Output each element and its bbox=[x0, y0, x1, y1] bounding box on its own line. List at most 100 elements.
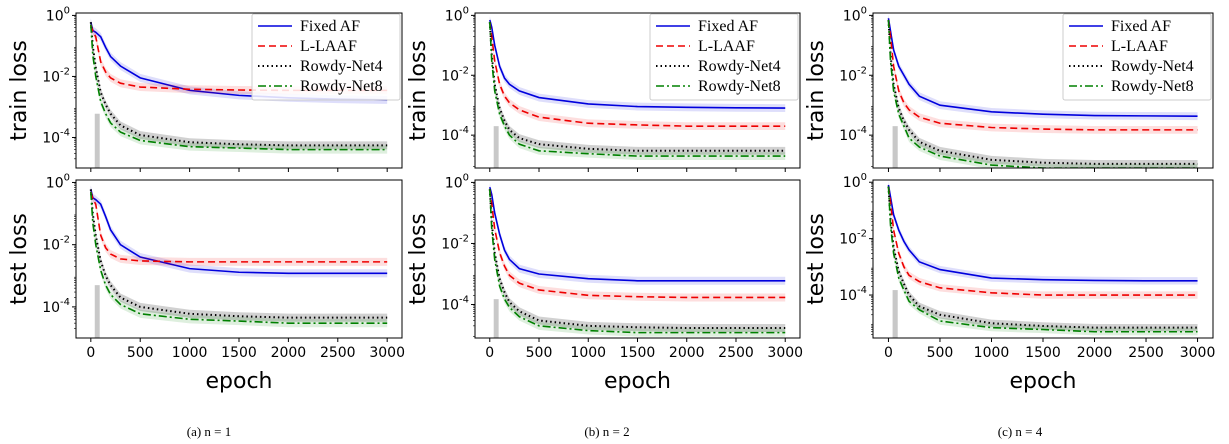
legend-label: L-LAAF bbox=[300, 38, 357, 55]
legend-label: Rowdy-Net8 bbox=[698, 78, 781, 95]
series-line-rowdy-net4 bbox=[89, 22, 388, 147]
series-band-fixed-af bbox=[90, 18, 388, 104]
early-epoch-bar bbox=[94, 113, 100, 168]
series-band-rowdy-net8 bbox=[489, 18, 786, 160]
series-line-rowdy-net4 bbox=[89, 189, 388, 319]
y-tick-label: 10-2 bbox=[42, 66, 70, 85]
y-tick-label: 100 bbox=[445, 5, 469, 24]
legend: Fixed AF L-LAAF Rowdy-Net4 Rowdy-Net8 bbox=[649, 13, 799, 101]
legend-label: L-LAAF bbox=[698, 38, 755, 55]
y-tick-label: 10-4 bbox=[441, 295, 469, 314]
x-axis-label: epoch bbox=[206, 369, 273, 394]
x-tick-label: 3000 bbox=[1180, 345, 1216, 361]
series-band-rowdy-net4 bbox=[489, 185, 786, 332]
series-line-l-laaf bbox=[488, 189, 786, 299]
series-line-fixed-af bbox=[488, 186, 786, 282]
legend-label: Rowdy-Net4 bbox=[1111, 58, 1194, 75]
x-tick-label: 500 bbox=[127, 345, 154, 361]
legend-label: Fixed AF bbox=[300, 18, 360, 35]
series-line-l-laaf bbox=[887, 186, 1198, 296]
y-axis-label: test loss bbox=[7, 213, 32, 305]
x-axis-label: epoch bbox=[1010, 369, 1077, 394]
series-band-l-laaf bbox=[90, 187, 388, 266]
y-tick-label: 10-2 bbox=[42, 235, 70, 254]
x-tick-label: 3000 bbox=[767, 345, 803, 361]
legend-label: L-LAAF bbox=[1111, 38, 1168, 55]
series-line-fixed-af bbox=[887, 184, 1198, 282]
x-axis-label: epoch bbox=[604, 369, 671, 394]
y-tick-label: 10-4 bbox=[441, 125, 469, 144]
legend-label: Fixed AF bbox=[1111, 18, 1171, 35]
x-tick-label: 2000 bbox=[1077, 345, 1113, 361]
legend-label: Rowdy-Net4 bbox=[698, 58, 781, 75]
chart-panel-c-train: 100 10-2 10-4 train loss Fixed AF L-LAAF Rowdy… bbox=[804, 5, 1214, 172]
legend-label: Fixed AF bbox=[698, 18, 758, 35]
chart-panel-b-train: 100 10-2 10-4 train loss Fixed AF L-LAAF Rowdy… bbox=[406, 5, 801, 172]
x-tick-label: 1000 bbox=[172, 345, 208, 361]
x-tick-label: 0 bbox=[884, 345, 893, 361]
y-tick-label: 10-4 bbox=[42, 297, 70, 316]
series-line-rowdy-net4 bbox=[887, 186, 1198, 329]
series-line-rowdy-net8 bbox=[90, 191, 388, 324]
x-tick-label: 500 bbox=[526, 345, 553, 361]
x-tick-label: 2500 bbox=[718, 345, 754, 361]
y-tick-label: 10-4 bbox=[839, 285, 867, 304]
early-epoch-bar bbox=[493, 126, 499, 168]
x-tick-label: 2500 bbox=[1128, 345, 1164, 361]
x-tick-label: 500 bbox=[927, 345, 954, 361]
x-tick-label: 1000 bbox=[570, 345, 606, 361]
y-axis-label: test loss bbox=[406, 213, 431, 305]
x-tick-label: 2000 bbox=[669, 345, 705, 361]
y-tick-label: 10-2 bbox=[839, 229, 867, 248]
subfigure-caption: (b) n = 2 bbox=[584, 424, 629, 439]
series-line-rowdy-net8 bbox=[90, 24, 388, 151]
early-epoch-bar bbox=[892, 290, 898, 338]
x-tick-label: 3000 bbox=[369, 345, 405, 361]
series-line-fixed-af bbox=[887, 18, 1198, 117]
series-line-fixed-af bbox=[489, 19, 786, 109]
y-axis-label: test loss bbox=[804, 213, 829, 305]
series-line-rowdy-net4 bbox=[488, 189, 786, 330]
y-tick-label: 100 bbox=[445, 172, 469, 191]
x-tick-label: 1500 bbox=[221, 345, 257, 361]
y-tick-label: 10-2 bbox=[441, 65, 469, 84]
early-epoch-bar bbox=[493, 299, 499, 338]
x-tick-label: 1500 bbox=[620, 345, 656, 361]
y-axis-label: train loss bbox=[7, 40, 32, 141]
series-line-l-laaf bbox=[887, 19, 1198, 131]
chart-panel-a-test: 100 10-2 10-4 test loss 0 500 1000 1500 2000 2500… bbox=[7, 172, 405, 439]
y-tick-label: 100 bbox=[843, 172, 867, 191]
x-tick-label: 2000 bbox=[271, 345, 307, 361]
x-tick-label: 0 bbox=[86, 345, 95, 361]
y-tick-label: 100 bbox=[843, 5, 867, 24]
x-tick-label: 1000 bbox=[974, 345, 1010, 361]
y-tick-label: 10-4 bbox=[839, 125, 867, 144]
y-tick-label: 10-4 bbox=[42, 127, 70, 146]
legend: Fixed AF L-LAAF Rowdy-Net4 Rowdy-Net8 bbox=[251, 13, 401, 101]
series-band-rowdy-net4 bbox=[489, 18, 786, 155]
y-tick-label: 10-2 bbox=[441, 233, 469, 252]
subfigure-caption: (c) n = 4 bbox=[998, 424, 1043, 439]
series-line-fixed-af bbox=[90, 189, 388, 275]
legend-label: Rowdy-Net8 bbox=[300, 78, 383, 95]
series-line-l-laaf bbox=[488, 21, 786, 127]
series-line-rowdy-net8 bbox=[887, 186, 1198, 333]
legend: Fixed AF L-LAAF Rowdy-Net4 Rowdy-Net8 bbox=[1062, 13, 1212, 101]
series-band-rowdy-net4 bbox=[888, 182, 1198, 332]
series-line-rowdy-net8 bbox=[887, 19, 1198, 168]
y-tick-label: 100 bbox=[46, 5, 70, 24]
series-line-l-laaf bbox=[90, 191, 388, 263]
chart-panel-b-test: 100 10-2 10-4 test loss 0 500 1000 1500 2000 2500… bbox=[406, 172, 803, 439]
subfigure-caption: (a) n = 1 bbox=[187, 424, 232, 439]
early-epoch-bar bbox=[892, 126, 898, 168]
x-tick-label: 2500 bbox=[320, 345, 356, 361]
early-epoch-bar bbox=[94, 285, 100, 338]
x-tick-label: 0 bbox=[485, 345, 494, 361]
x-tick-label: 1500 bbox=[1025, 345, 1061, 361]
series-band-fixed-af bbox=[888, 181, 1198, 285]
series-band-rowdy-net8 bbox=[489, 185, 786, 337]
y-axis-label: train loss bbox=[406, 40, 431, 141]
chart-panel-c-test: 100 10-2 10-4 test loss 0 500 1000 1500 2000 2500… bbox=[804, 172, 1215, 439]
legend-box bbox=[649, 13, 799, 101]
series-band-fixed-af bbox=[489, 183, 786, 285]
